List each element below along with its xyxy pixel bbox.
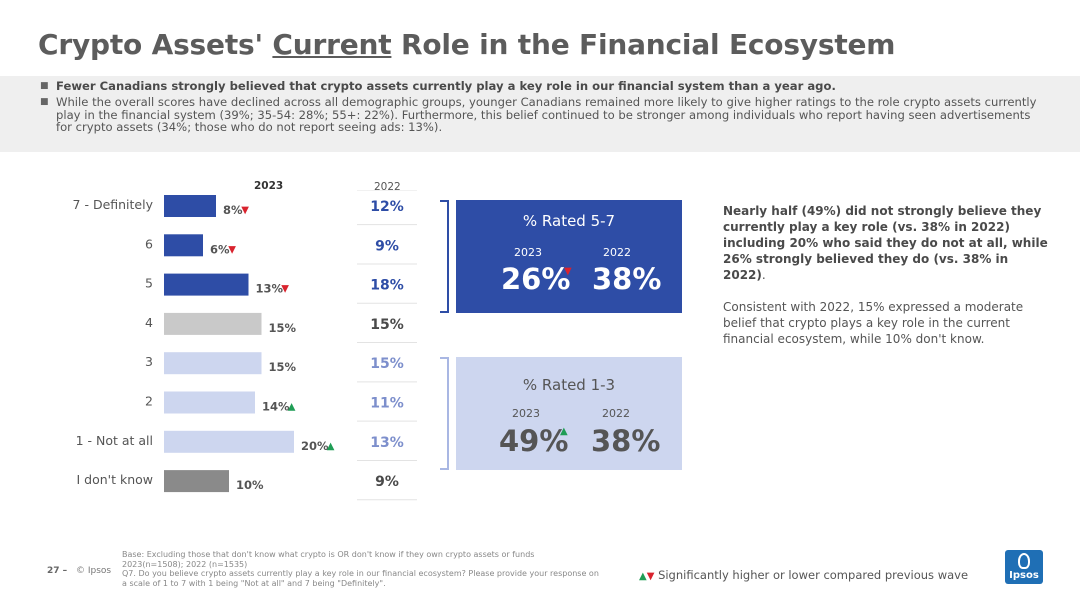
category-label: 1 - Not at all <box>76 433 153 448</box>
copyright: © Ipsos <box>76 566 112 576</box>
value-label-2022: 15% <box>370 317 404 333</box>
title-text-start: Crypto Assets' <box>38 28 263 61</box>
summary-bullet-text: While the overall scores have declined a… <box>56 95 1037 135</box>
rated-box-value-previous: 38% <box>592 262 662 296</box>
commentary-text: Nearly half (49%) did not strongly belie… <box>723 203 1053 347</box>
value-label-2023: 10% <box>236 478 264 492</box>
rated-box-year-current: 2023 <box>512 407 540 420</box>
title-text-end: Role in the Financial Ecosystem <box>400 28 896 61</box>
rated-box-year-previous: 2022 <box>602 407 630 420</box>
rating-bar-chart: 7 - Definitely 8%▼ 12%6 6%▼ 9%5 13%▼ 18%4 15% 15… <box>73 190 417 501</box>
value-label-2022: 9% <box>375 474 399 490</box>
page-title: Crypto Assets' Current Role in the Finan… <box>38 28 895 61</box>
rated-box-year-current: 2023 <box>514 246 542 259</box>
up-arrow-icon: ▲ <box>639 571 647 582</box>
small-square-icon: ■ <box>40 97 49 108</box>
value-label-2023: 20% <box>301 439 329 453</box>
commentary-bold: Nearly half (49%) did not strongly belie… <box>723 204 1048 282</box>
commentary-paragraph: Consistent with 2022, 15% expressed a mo… <box>723 300 1024 346</box>
value-label-2022: 11% <box>370 396 404 412</box>
value-label-2022: 9% <box>375 238 399 254</box>
category-label: I don't know <box>76 472 153 487</box>
value-label-2023: 13% <box>256 282 284 296</box>
rated-box-label: % Rated 5-7 <box>522 212 616 230</box>
legend-text: Significantly higher or lower compared p… <box>658 568 969 582</box>
down-arrow-icon: ▼ <box>564 266 572 277</box>
rated-box-value-current: 26% <box>501 262 571 296</box>
footer: 27 – © Ipsos Base: Excluding those that … <box>0 548 1080 607</box>
value-label-2023: 15% <box>269 360 297 374</box>
category-label: 3 <box>145 354 153 369</box>
base-note-line: Base: Excluding those that don't know wh… <box>122 550 535 559</box>
value-label-2023: 14% <box>262 400 290 414</box>
value-label-2023: 8% <box>223 203 243 217</box>
commentary-suffix: . <box>761 268 766 282</box>
small-square-icon: ■ <box>40 81 49 91</box>
value-label-2022: 15% <box>370 356 404 372</box>
value-label-2023: 15% <box>269 321 297 335</box>
value-label-2022: 18% <box>370 278 404 294</box>
summary-bullet-text: Fewer Canadians strongly believed that c… <box>56 79 836 93</box>
down-arrow-icon: ▼ <box>646 571 655 582</box>
rated-1-3-box: % Rated 1-3 2023 2022 49% ▲ 38% <box>456 357 682 470</box>
category-label: 7 - Definitely <box>73 197 154 212</box>
rated-5-7-box: % Rated 5-7 2023 2022 26% ▼ 38% <box>456 200 682 313</box>
page-number: 27 – <box>47 566 68 576</box>
down-arrow-icon: ▼ <box>228 244 236 255</box>
bar-2023 <box>164 430 294 453</box>
bar-2023 <box>164 352 262 375</box>
down-arrow-icon: ▼ <box>241 205 249 216</box>
column-header-2023: 2023 <box>254 180 284 192</box>
up-arrow-icon: ▲ <box>327 441 335 452</box>
bar-2023 <box>164 273 249 296</box>
commentary-paragraph: Nearly half (49%) did not strongly belie… <box>723 203 1053 283</box>
category-label: 4 <box>145 315 153 330</box>
up-arrow-icon: ▲ <box>288 402 296 413</box>
rated-box-value-current: 49% <box>499 424 569 458</box>
summary-panel: ■ Fewer Canadians strongly believed that … <box>0 76 1080 152</box>
logo-text: Ipsos <box>1009 570 1039 581</box>
base-note-line: 2023(n=1508); 2022 (n=1535) <box>122 559 248 569</box>
ipsos-logo: Ipsos <box>1005 550 1043 584</box>
down-arrow-icon: ▼ <box>281 284 289 295</box>
category-label: 6 <box>145 236 153 251</box>
category-label: 5 <box>145 276 153 291</box>
rated-box-value-previous: 38% <box>591 424 661 458</box>
title-underlined-word: Current <box>272 28 392 61</box>
summary-bullet: ■ While the overall scores have declined … <box>40 96 1040 133</box>
up-arrow-icon: ▲ <box>560 426 568 437</box>
value-label-2023: 6% <box>210 242 230 256</box>
summary-bullet: ■ Fewer Canadians strongly believed that … <box>40 79 1040 93</box>
bar-2023 <box>164 391 255 414</box>
rated-box-label: % Rated 1-3 <box>522 376 616 394</box>
bar-2023 <box>164 312 262 335</box>
value-label-2022: 13% <box>370 435 404 451</box>
value-label-2022: 12% <box>370 199 404 215</box>
ipsos-logo-mark <box>1018 553 1030 569</box>
bar-2023 <box>164 234 203 257</box>
significance-legend: ▲▼ Significantly higher or lower compare… <box>639 568 968 582</box>
bar-2023 <box>164 195 216 217</box>
category-label: 2 <box>145 394 153 409</box>
rated-box-year-previous: 2022 <box>603 246 631 259</box>
bar-2023 <box>164 470 229 493</box>
base-note-line: Q7. Do you believe crypto assets current… <box>122 569 599 588</box>
base-note: Base: Excluding those that don't know wh… <box>122 550 602 588</box>
bracket-rated-5-7 <box>440 200 449 313</box>
bracket-rated-1-3 <box>440 357 449 470</box>
